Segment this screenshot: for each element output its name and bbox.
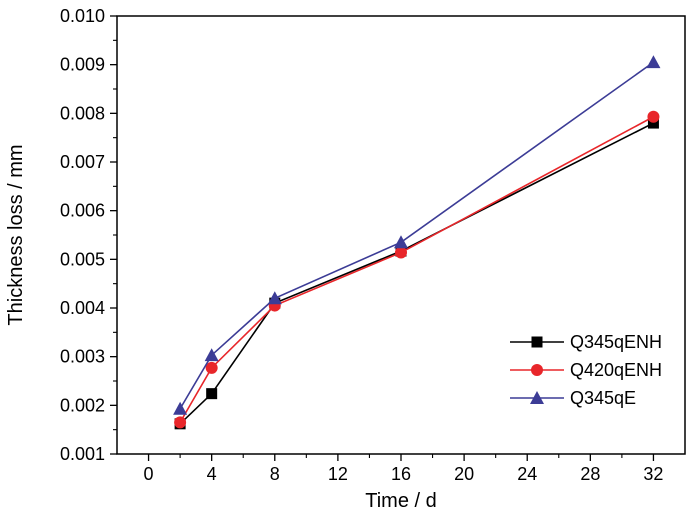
series-q345qe — [173, 55, 661, 415]
legend-item-q345qenh: Q345qENH — [510, 332, 662, 352]
data-point-q345qe — [646, 55, 661, 69]
y-tick-label: 0.006 — [60, 201, 105, 221]
x-tick-label: 20 — [454, 464, 474, 484]
series-q420qenh — [174, 110, 660, 429]
legend-label: Q345qE — [570, 388, 636, 408]
data-point-q345qe — [204, 348, 219, 362]
data-point-q420qenh — [205, 361, 218, 374]
x-tick-label: 0 — [144, 464, 154, 484]
y-tick-label: 0.008 — [60, 103, 105, 123]
x-tick-label: 4 — [207, 464, 217, 484]
series-layer — [173, 55, 661, 430]
y-tick-label: 0.005 — [60, 249, 105, 269]
series-q345qenh — [174, 117, 659, 430]
legend-item-q420qenh: Q420qENH — [510, 360, 662, 380]
y-tick-label: 0.004 — [60, 298, 105, 318]
x-axis-title: Time / d — [365, 490, 437, 512]
y-tick-label: 0.002 — [60, 395, 105, 415]
data-point-q345qe — [173, 401, 188, 415]
legend-label: Q345qENH — [570, 332, 662, 352]
data-point-q420qenh — [395, 246, 407, 259]
series-line-q345qe — [179, 61, 654, 410]
legend-item-q345qe: Q345qE — [510, 388, 636, 408]
data-point-q345qenh — [647, 117, 659, 129]
y-tick-label: 0.001 — [60, 444, 105, 464]
x-tick-label: 24 — [517, 464, 537, 484]
data-point-q420qenh — [647, 110, 660, 123]
x-tick-label: 8 — [270, 464, 280, 484]
legend-marker — [531, 364, 543, 376]
y-tick-label: 0.009 — [60, 55, 105, 75]
legend-marker — [531, 336, 543, 348]
x-tick-label: 32 — [643, 464, 663, 484]
y-tick-label: 0.010 — [60, 6, 105, 26]
legend-marker — [530, 391, 544, 404]
y-axis-title: Thickness loss / mm — [5, 144, 27, 325]
y-tick-label: 0.003 — [60, 347, 105, 367]
ticks-layer: 0 4 8 12 16 20 24 28 32 0.001 0.002 0.003 0.004 0.005… — [60, 6, 664, 484]
data-point-q420qenh — [174, 416, 187, 429]
data-point-q345qe — [267, 291, 282, 305]
x-tick-label: 12 — [328, 464, 348, 484]
y-tick-label: 0.007 — [60, 152, 105, 172]
data-point-q345qe — [394, 235, 408, 249]
legend-label: Q420qENH — [570, 360, 662, 380]
data-point-q345qenh — [206, 388, 218, 400]
x-tick-label: 16 — [391, 464, 411, 484]
x-tick-label: 28 — [580, 464, 600, 484]
legend: Q345qENH Q420qENH Q345qE — [510, 332, 662, 408]
